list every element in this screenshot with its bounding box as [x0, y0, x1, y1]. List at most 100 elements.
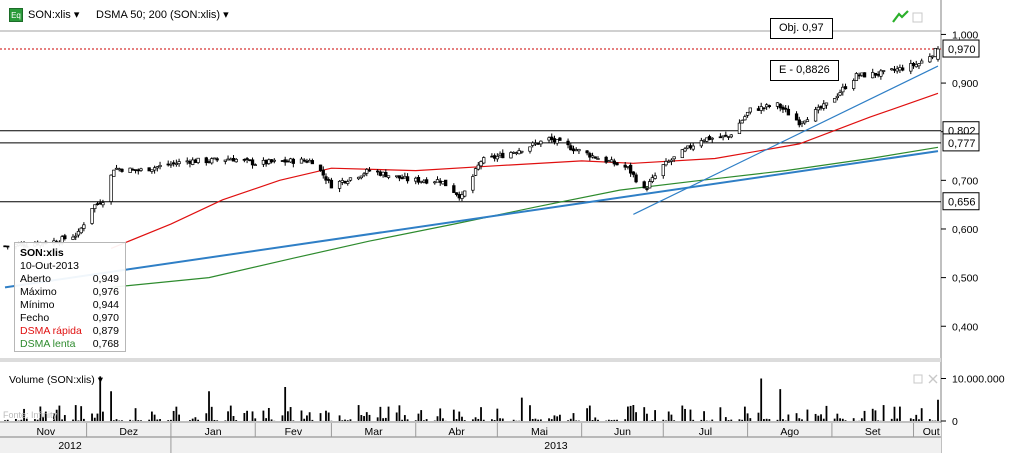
candle-body — [737, 122, 742, 135]
slow-ma-line — [111, 146, 939, 288]
indicator-selector[interactable]: DSMA 50; 200 (SON:xlis) ▾ — [96, 8, 229, 21]
candle-body — [114, 167, 119, 170]
candle-body — [337, 180, 342, 189]
x-month-label: Mai — [531, 426, 548, 438]
entry-annotation[interactable]: E - 0,8826 — [770, 60, 839, 81]
volume-bar — [852, 418, 855, 421]
candle-body — [242, 158, 247, 161]
candle-body — [169, 163, 173, 166]
candle-body — [147, 167, 151, 172]
candle-body — [471, 176, 475, 191]
volume-bar — [822, 418, 825, 421]
volume-bar — [99, 376, 102, 421]
trend-arrow-icon — [892, 10, 909, 23]
candle-body — [204, 157, 208, 164]
candle-body — [841, 86, 845, 93]
volume-bar — [172, 410, 175, 421]
volume-panel-title[interactable]: Volume (SON:xlis) ▾ — [9, 374, 103, 386]
level-tag — [942, 39, 980, 58]
candle-body — [724, 134, 728, 137]
volume-bar — [616, 419, 618, 421]
candle-body — [588, 153, 592, 158]
data-row-label: Fecho — [20, 312, 50, 324]
volume-bar — [224, 420, 227, 421]
candle-body — [909, 63, 913, 72]
candle-body — [650, 177, 655, 182]
candle-body — [876, 74, 880, 76]
candle-body — [3, 245, 7, 248]
candle-body — [82, 224, 86, 229]
volume-bar — [920, 408, 923, 421]
volume-bar — [156, 419, 159, 421]
volume-bar — [806, 409, 809, 421]
x-month-label: Set — [865, 426, 881, 438]
volume-bar — [102, 411, 104, 421]
candle-body — [93, 204, 97, 209]
candle-body — [305, 160, 309, 163]
candle-body — [669, 159, 674, 162]
volume-bar — [134, 408, 137, 421]
candle-body — [299, 158, 304, 164]
candle-body — [661, 164, 665, 177]
volume-bar — [594, 417, 597, 421]
candle-body — [463, 190, 467, 197]
data-row-label: DSMA lenta — [20, 338, 76, 350]
candle-body — [6, 245, 10, 248]
candle-body — [150, 169, 154, 172]
volume-bar — [874, 410, 877, 421]
data-row-slow-ma: DSMA lenta 0,768 — [20, 338, 119, 351]
candle-body — [310, 160, 315, 165]
volume-bar — [512, 419, 515, 421]
data-row-value: 0,944 — [92, 299, 119, 311]
volume-bar — [53, 413, 55, 421]
candle-body — [794, 113, 799, 121]
volume-bar — [121, 420, 123, 421]
candle-body — [514, 152, 519, 154]
equity-badge-icon[interactable]: Eq — [9, 8, 23, 22]
candle-body — [207, 161, 211, 163]
volume-bar — [422, 420, 425, 421]
volume-bar — [779, 389, 782, 421]
volume-bar — [844, 420, 847, 421]
volume-bar — [757, 412, 760, 421]
candle-body — [482, 157, 486, 164]
symbol-selector[interactable]: SON:xlis ▾ — [28, 8, 79, 21]
candle-body — [473, 168, 478, 176]
volume-bar — [14, 419, 17, 421]
volume-bar — [782, 419, 784, 421]
volume-bar — [586, 408, 589, 421]
candle-body — [764, 104, 769, 108]
volume-bar — [292, 420, 295, 421]
candle-body — [596, 158, 600, 160]
data-row-value: 0,768 — [92, 338, 119, 350]
volume-bar — [548, 418, 550, 421]
y-tick-label: 0,700 — [952, 175, 978, 187]
candle-body — [898, 67, 902, 71]
candle-body — [816, 106, 820, 111]
volume-bar — [137, 420, 140, 421]
candle-body — [892, 69, 897, 71]
volume-bar — [281, 415, 284, 421]
candle-body — [327, 179, 331, 181]
candle-body — [365, 169, 369, 174]
candle-body — [384, 172, 388, 178]
candle-body — [250, 159, 255, 166]
candle-body — [778, 103, 782, 109]
volume-bar — [684, 408, 686, 421]
candle-body — [930, 55, 935, 58]
candle-body — [531, 142, 535, 146]
objective-annotation[interactable]: Obj. 0,97 — [770, 18, 833, 39]
volume-bar — [55, 409, 58, 421]
y-tick-label: 0,500 — [952, 273, 978, 285]
volume-bar — [760, 378, 763, 421]
volume-bar — [349, 419, 352, 421]
candle-body — [318, 164, 323, 171]
candle-body — [566, 140, 570, 146]
candle-body — [343, 180, 347, 184]
volume-bar — [768, 419, 771, 421]
x-month-label: Jul — [699, 426, 712, 438]
candle-body — [71, 236, 75, 240]
candle-body — [95, 203, 100, 206]
candle-body — [381, 171, 385, 176]
